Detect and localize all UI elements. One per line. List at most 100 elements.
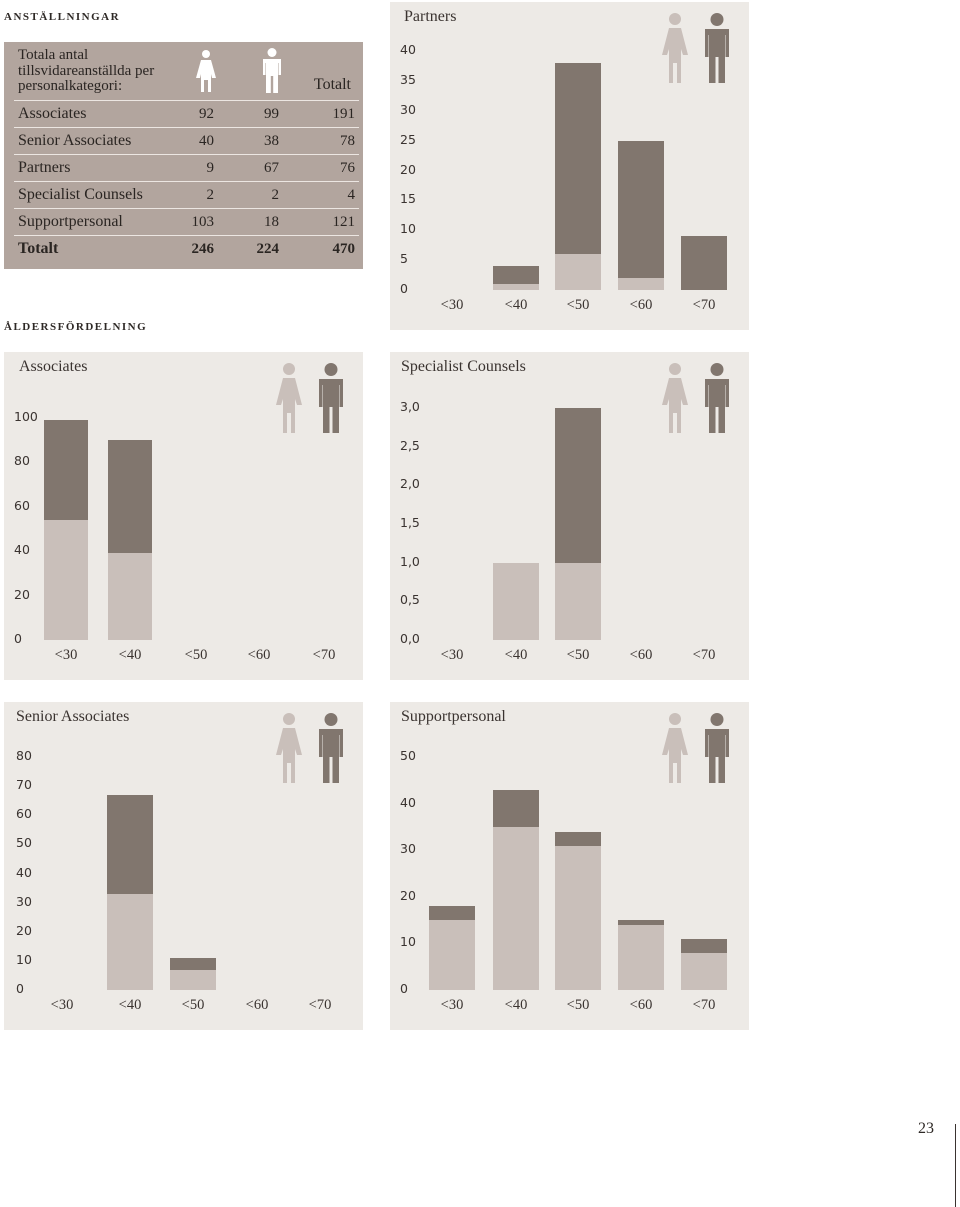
x-tick-label: <70: [692, 997, 716, 1013]
y-tick-label: 0: [400, 981, 408, 996]
x-tick-label: <70: [312, 647, 336, 663]
y-tick-label: 3,0: [400, 399, 420, 414]
y-tick-label: 30: [400, 101, 416, 117]
bar-women: [429, 920, 475, 990]
table-row: Senior Associates 40 38 78: [14, 127, 359, 154]
bar-women: [555, 254, 601, 290]
y-tick-label: 30: [16, 893, 32, 909]
male-icon: [702, 363, 732, 440]
x-tick-label: <60: [629, 297, 653, 313]
chart-panel-supportpersonal: Supportpersonal 0 10 20 30 40 50 <30 <40 <50 <60 <…: [390, 702, 749, 1030]
bar-men: [107, 794, 153, 894]
table-row: Partners 9 67 76: [14, 154, 359, 181]
men-count: 38: [264, 133, 279, 149]
female-icon: [275, 363, 303, 440]
bar-men: [170, 957, 216, 970]
x-tick-label: <30: [50, 997, 74, 1013]
x-tick-label: <40: [504, 997, 528, 1013]
x-tick-label: <30: [440, 297, 464, 313]
women-count: 246: [191, 241, 215, 257]
row-label: Senior Associates: [18, 132, 132, 149]
y-tick-label: 60: [14, 497, 30, 513]
bar-men: [493, 789, 539, 827]
bar-men: [493, 266, 539, 285]
page-margin-line: [955, 1124, 956, 1207]
section-title-age: åldersfördelning: [4, 318, 148, 334]
female-icon: [661, 713, 689, 790]
women-count: 103: [191, 214, 215, 230]
table-total-row: Totalt 246 224 470: [14, 235, 359, 262]
section-title-employment: anställningar: [4, 8, 121, 24]
y-tick-label: 50: [16, 835, 32, 851]
y-tick-label: 50: [400, 748, 416, 763]
bar-men: [555, 408, 601, 563]
male-icon: [702, 713, 732, 790]
y-tick-label: 1,0: [400, 553, 420, 569]
bar-men: [108, 440, 152, 554]
bar-women: [618, 278, 664, 290]
y-tick-label: 40: [16, 864, 32, 880]
x-tick-label: <50: [566, 297, 590, 313]
y-tick-label: 20: [400, 887, 416, 903]
x-tick-label: <40: [504, 647, 528, 663]
y-tick-label: 20: [16, 922, 32, 938]
men-count: 2: [271, 187, 280, 203]
x-tick-label: <50: [566, 997, 590, 1013]
x-tick-label: <50: [566, 647, 590, 663]
y-tick-label: 70: [16, 777, 32, 793]
y-tick-label: 5: [400, 251, 408, 267]
y-tick-label: 2,0: [400, 476, 420, 492]
total-count: 191: [332, 106, 356, 122]
y-tick-label: 0: [400, 281, 408, 296]
chart-panel-associates: Associates 0 20 40 60 80 100 <30 <40 <50 <60 <70: [4, 352, 363, 680]
x-tick-label: <50: [181, 997, 205, 1013]
x-tick-label: <60: [629, 997, 653, 1013]
male-icon: [263, 48, 281, 93]
bar-women: [555, 845, 601, 990]
y-tick-label: 40: [400, 794, 416, 810]
y-tick-label: 0: [16, 981, 24, 996]
women-count: 92: [199, 106, 214, 122]
employment-table: Totala antal tillsvidareanställda per pe…: [4, 42, 363, 269]
chart-title: Partners: [404, 8, 457, 25]
men-count: 99: [264, 106, 279, 122]
female-icon: [196, 50, 216, 92]
x-tick-label: <50: [184, 647, 208, 663]
women-count: 40: [199, 133, 214, 149]
men-count: 18: [264, 214, 279, 230]
female-icon: [275, 713, 303, 790]
bar-men: [44, 420, 88, 521]
total-count: 4: [347, 187, 356, 203]
female-icon: [661, 13, 689, 90]
x-tick-label: <40: [504, 297, 528, 313]
chart-title: Senior Associates: [16, 708, 130, 725]
chart-panel-senior-associates: Senior Associates 0 10 20 30 40 50 60 70 80 <30 <4…: [4, 702, 363, 1030]
total-column-header: Totalt: [313, 76, 351, 93]
female-icon: [661, 363, 689, 440]
y-tick-label: 10: [400, 221, 416, 237]
total-count: 78: [340, 133, 355, 149]
y-tick-label: 60: [16, 806, 32, 822]
total-count: 121: [332, 214, 356, 230]
page-number: 23: [918, 1120, 934, 1137]
bar-men: [555, 831, 601, 846]
table-heading: Totala antal tillsvidareanställda per pe…: [18, 47, 155, 94]
bar-women: [618, 924, 664, 990]
row-label: Associates: [18, 105, 87, 122]
y-tick-label: 80: [14, 453, 30, 469]
bar-women: [493, 826, 539, 990]
y-tick-label: 40: [14, 542, 30, 558]
women-count: 2: [206, 187, 215, 203]
y-tick-label: 15: [400, 191, 416, 207]
y-tick-label: 25: [400, 131, 416, 147]
chart-panel-specialist-counsels: Specialist Counsels 0,0 0,5 1,0 1,5 2,0 2,5 3,…: [390, 352, 749, 680]
x-tick-label: <30: [440, 997, 464, 1013]
chart-title: Supportpersonal: [401, 708, 506, 725]
y-tick-label: 20: [400, 161, 416, 177]
table-row: Specialist Counsels 2 2 4: [14, 181, 359, 208]
y-tick-label: 35: [400, 71, 416, 87]
y-tick-label: 100: [14, 409, 38, 424]
y-tick-label: 30: [400, 841, 416, 857]
y-tick-label: 2,5: [400, 437, 420, 453]
y-tick-label: 1,5: [400, 515, 420, 530]
